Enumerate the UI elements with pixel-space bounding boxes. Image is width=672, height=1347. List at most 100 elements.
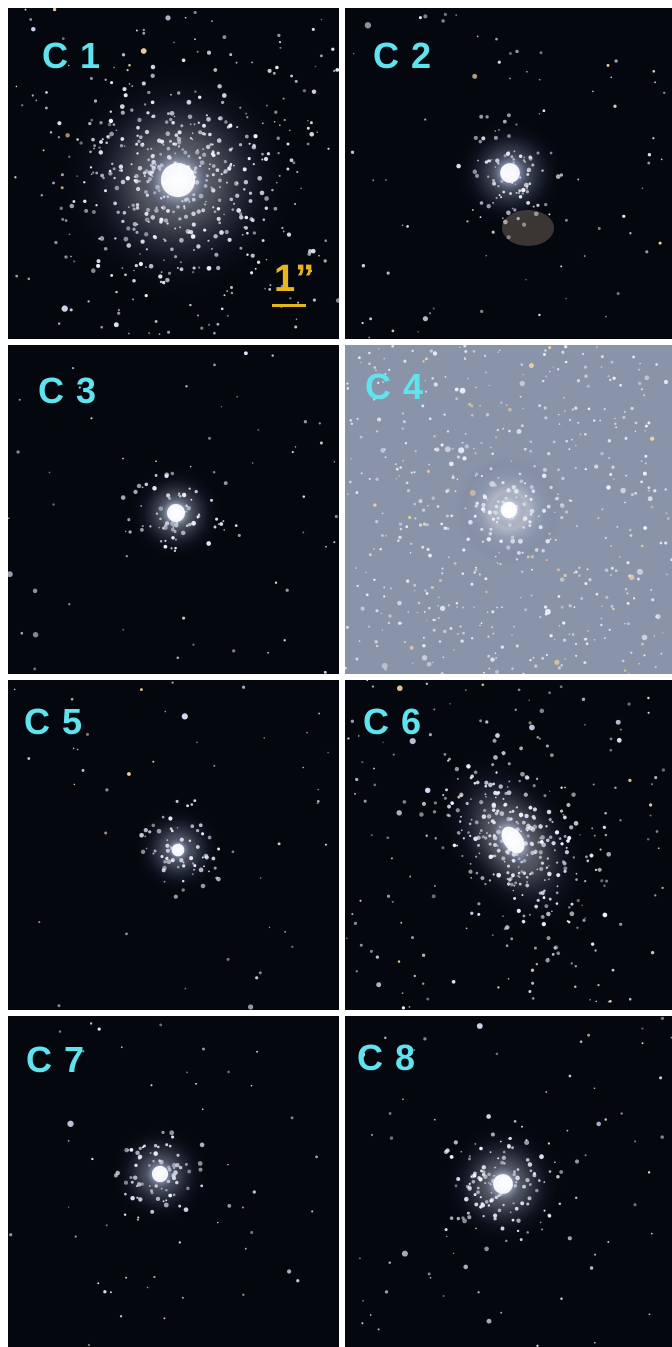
field-star (584, 917, 587, 919)
cluster-star (227, 237, 232, 242)
cluster-star (474, 1202, 479, 1207)
field-star (401, 412, 405, 415)
field-star (455, 602, 459, 605)
cluster-star (164, 474, 169, 479)
cluster-star (135, 1150, 140, 1156)
cluster-star (539, 1221, 542, 1224)
field-star (483, 671, 485, 674)
cluster-star (211, 856, 216, 861)
cluster-star (246, 253, 249, 256)
field-star (394, 463, 397, 466)
field-star (54, 240, 58, 245)
field-star (374, 640, 378, 644)
field-star (614, 59, 618, 63)
cluster-star (449, 1216, 454, 1220)
field-star (574, 642, 578, 646)
cluster-star (135, 1185, 138, 1188)
field-star (9, 1233, 13, 1237)
field-star (608, 628, 611, 631)
cluster-star (235, 61, 238, 64)
cluster-star (506, 113, 511, 118)
field-star (633, 1203, 637, 1207)
field-star (128, 64, 131, 67)
field-star (428, 463, 431, 466)
field-star (554, 659, 560, 665)
field-star (414, 450, 417, 453)
field-star (306, 731, 308, 734)
field-star (470, 637, 474, 640)
cluster-star (230, 286, 233, 289)
field-star (154, 320, 158, 323)
cluster-star (548, 1170, 552, 1173)
cluster-star (493, 1213, 498, 1218)
field-star (544, 416, 548, 420)
cluster-star (99, 121, 103, 125)
field-star (611, 968, 615, 972)
cluster-star (247, 157, 251, 161)
field-star (417, 601, 421, 605)
field-star (257, 429, 260, 431)
cluster-star (177, 91, 181, 95)
field-star (507, 978, 510, 980)
cluster-star (473, 1193, 477, 1197)
field-star (584, 467, 587, 471)
field-star (593, 639, 596, 641)
star-cluster (120, 460, 238, 561)
field-star (578, 566, 581, 570)
cluster-star (57, 121, 62, 126)
cluster-star (108, 171, 113, 176)
cluster-star (511, 809, 515, 813)
field-star (361, 264, 366, 268)
field-star (462, 456, 467, 461)
cluster-star (532, 824, 538, 830)
cluster-star (475, 855, 478, 858)
field-star (411, 936, 414, 940)
cluster-star (560, 503, 565, 508)
cluster-star (518, 882, 522, 886)
cluster-star (242, 167, 247, 172)
field-star (545, 559, 548, 562)
cluster-star (529, 485, 534, 489)
cluster-star (456, 831, 461, 835)
cluster-star (109, 110, 112, 113)
cluster-star (104, 189, 107, 193)
field-star (428, 733, 432, 737)
field-star (432, 351, 438, 356)
cluster-star (190, 803, 194, 806)
field-star (520, 424, 524, 428)
field-star (597, 516, 600, 520)
cluster-star (88, 121, 92, 126)
cluster-star (158, 526, 161, 529)
field-star (411, 349, 414, 353)
cluster-star (201, 208, 206, 213)
field-star (303, 420, 307, 424)
cluster-star (136, 134, 139, 137)
field-star (401, 1006, 406, 1010)
cluster-star (479, 114, 484, 119)
field-star (441, 846, 445, 850)
field-star (552, 366, 554, 368)
cluster-star (138, 261, 143, 267)
cluster-star (513, 884, 516, 887)
field-star (565, 439, 569, 443)
field-star (365, 571, 367, 574)
field-star (211, 20, 213, 23)
cluster-star (216, 138, 222, 143)
cluster-star (114, 185, 120, 191)
cluster-star (532, 807, 537, 812)
cluster-star (119, 104, 125, 109)
field-star (425, 523, 429, 527)
cluster-star (223, 481, 228, 485)
field-star (368, 362, 371, 366)
cluster-star (135, 203, 140, 207)
field-star (398, 522, 403, 526)
cluster-star (525, 187, 529, 190)
field-star (575, 654, 578, 657)
cluster-star (215, 168, 220, 172)
cluster-star (171, 120, 175, 125)
field-star (483, 354, 487, 357)
field-star (445, 514, 449, 518)
field-star (531, 981, 535, 985)
field-star (451, 979, 456, 984)
cluster-star (521, 192, 524, 195)
